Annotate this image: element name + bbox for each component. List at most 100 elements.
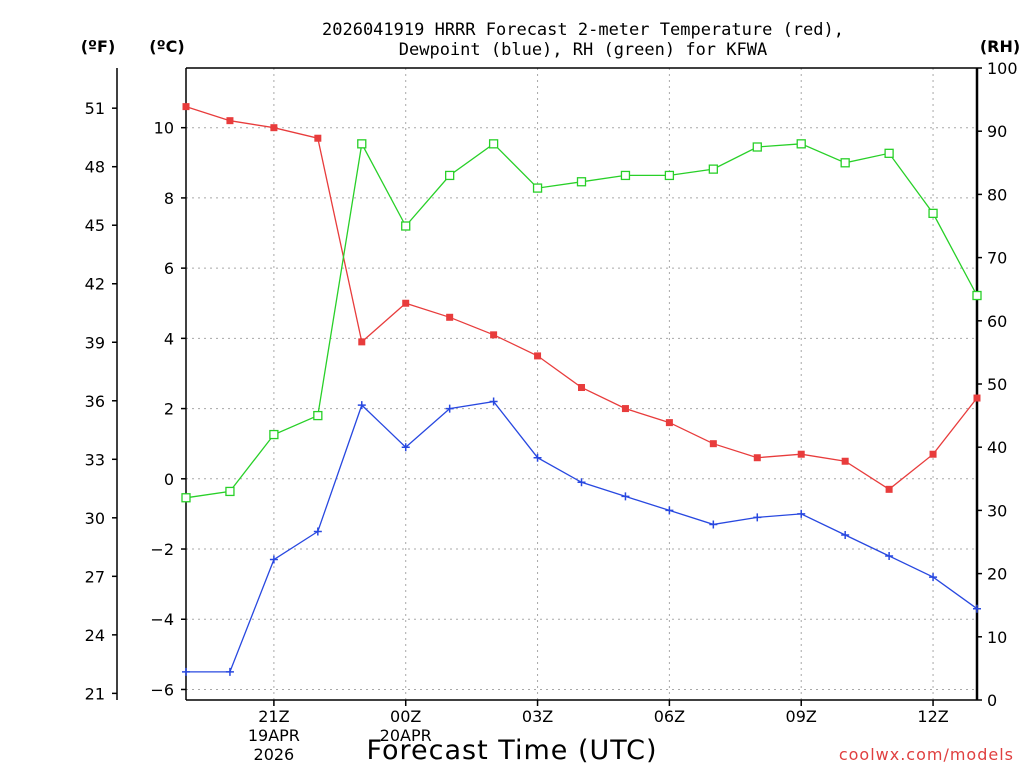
x-axis-label: Forecast Time (UTC): [366, 735, 657, 766]
dewpoint-line: [186, 400, 978, 673]
dewpoint-point: [401, 443, 410, 452]
fahrenheit-tick-label: 51: [85, 99, 105, 118]
fahrenheit-tick-label: 42: [85, 275, 105, 294]
series-temperature: [182, 103, 981, 493]
dewpoint-point: [225, 667, 234, 676]
temperature-line: [185, 105, 978, 491]
fahrenheit-tick-label: 36: [85, 392, 105, 411]
rh-point: [752, 142, 762, 152]
rh-tick-label: 80: [987, 185, 1007, 204]
rh-tick-label: 20: [987, 565, 1007, 584]
rh-tick-label: 30: [987, 501, 1007, 520]
rh-tick-label: 70: [987, 249, 1007, 268]
gridlines: [186, 68, 977, 700]
rh-point: [445, 170, 455, 181]
x-tick-label: 00Z: [390, 707, 421, 726]
x-tick-label: 03Z: [522, 707, 553, 726]
rh-tick-label: 50: [987, 375, 1007, 394]
temperature-point: [534, 352, 542, 360]
temperature-point: [929, 450, 937, 458]
celsius-tick-label: −6: [150, 680, 174, 699]
dewpoint-point: [797, 509, 806, 518]
temperature-point: [753, 454, 761, 462]
dewpoint-point: [269, 555, 278, 564]
fahrenheit-tick-label: 21: [85, 684, 105, 703]
temperature-point: [621, 405, 629, 413]
temperature-point: [490, 331, 498, 339]
rh-point: [708, 164, 718, 174]
temperature-point: [358, 338, 366, 346]
temperature-point: [709, 440, 717, 448]
fahrenheit-tick-label: 24: [85, 626, 105, 645]
temperature-point: [446, 313, 454, 321]
fahrenheit-tick-label: 39: [85, 333, 105, 352]
temperature-point: [182, 103, 190, 111]
rh-point: [313, 410, 323, 421]
x-tick-label: 21Z: [258, 707, 289, 726]
dewpoint-point: [489, 397, 498, 406]
celsius-tick-label: 10: [154, 119, 174, 138]
temperature-point: [665, 419, 673, 427]
celsius-tick-label: 0: [164, 470, 174, 489]
temperature-point: [797, 450, 805, 458]
credit-text: coolwx.com/models: [839, 745, 1014, 764]
rh-point: [620, 170, 631, 181]
chart-title-line1: 2026041919 HRRR Forecast 2-meter Tempera…: [322, 20, 844, 40]
fahrenheit-tick-label: 48: [85, 158, 105, 177]
celsius-tick-label: 2: [164, 400, 174, 419]
rh-tick-label: 10: [987, 628, 1007, 647]
celsius-tick-label: 8: [164, 189, 174, 208]
axes: 2124273033363942454851−6−4−2024681001020…: [85, 59, 1018, 764]
rh-point: [928, 208, 938, 219]
x-tick-label: 06Z: [654, 707, 685, 726]
fahrenheit-tick-label: 27: [85, 567, 105, 586]
rh-tick-label: 40: [987, 438, 1007, 457]
x-tick-label: 12Z: [917, 707, 948, 726]
rh-tick-label: 0: [987, 691, 997, 710]
temperature-point: [578, 384, 585, 392]
rh-point: [972, 290, 982, 301]
rh-point: [225, 486, 235, 497]
dewpoint-point: [753, 513, 762, 522]
dewpoint-point: [357, 401, 366, 410]
dewpoint-point: [577, 478, 586, 487]
rh-point: [488, 139, 499, 149]
rh-point: [664, 170, 675, 181]
celsius-tick-label: 4: [164, 329, 174, 348]
dewpoint-point: [182, 667, 190, 676]
rh-tick-label: 90: [987, 122, 1007, 141]
series-group: [181, 103, 982, 676]
dewpoint-point: [665, 506, 674, 515]
celsius-tick-label: −2: [150, 540, 174, 559]
x-tick-label: 09Z: [786, 707, 817, 726]
rh-point: [884, 148, 894, 158]
rh-point: [532, 183, 543, 193]
dewpoint-point: [841, 530, 850, 539]
celsius-unit-label: (ºC): [149, 37, 184, 56]
series-dewpoint: [182, 397, 981, 676]
fahrenheit-tick-label: 45: [85, 216, 105, 235]
x-tick-date-label: 20APR: [380, 726, 432, 745]
temperature-point: [402, 299, 410, 307]
rh-line: [185, 141, 978, 499]
temperature-point: [973, 394, 981, 402]
temperature-point: [841, 457, 849, 465]
dewpoint-point: [929, 573, 938, 582]
rh-point: [796, 139, 806, 149]
temperature-point: [885, 485, 893, 493]
celsius-tick-label: 6: [164, 259, 174, 278]
fahrenheit-unit-label: (ºF): [81, 37, 116, 56]
dewpoint-point: [709, 520, 718, 529]
chart-title-line2: Dewpoint (blue), RH (green) for KFWA: [399, 40, 767, 60]
rh-point: [840, 158, 850, 168]
rh-point: [401, 221, 411, 231]
rh-point: [357, 139, 367, 149]
rh-point: [576, 177, 587, 187]
rh-point: [181, 493, 191, 503]
x-tick-date-label: 2026: [254, 745, 295, 764]
dewpoint-point: [621, 492, 630, 501]
dewpoint-point: [885, 552, 894, 561]
dewpoint-point: [973, 604, 981, 613]
temperature-point: [270, 124, 278, 132]
